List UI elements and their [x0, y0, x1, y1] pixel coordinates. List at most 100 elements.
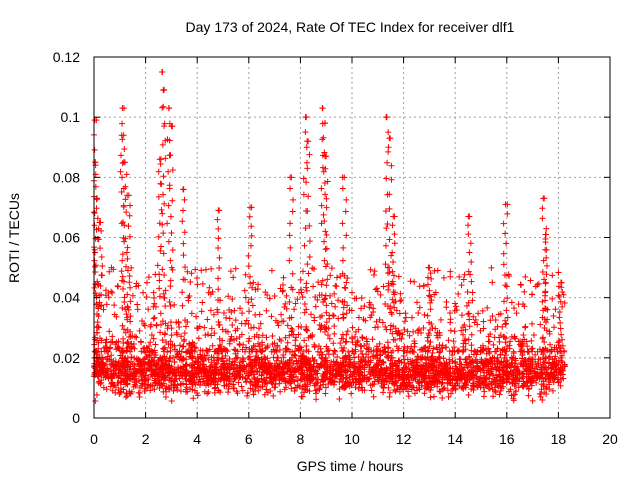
data-point	[231, 361, 238, 368]
data-point	[246, 372, 253, 379]
data-point	[223, 373, 230, 380]
data-point	[211, 385, 218, 392]
data-point	[262, 377, 269, 384]
data-point	[539, 396, 546, 403]
data-point	[259, 364, 266, 371]
data-point	[313, 396, 320, 403]
data-point	[386, 393, 393, 400]
data-point	[109, 387, 116, 394]
data-point	[352, 384, 359, 391]
data-point	[449, 386, 456, 393]
data-point	[470, 367, 477, 374]
data-point	[314, 370, 321, 377]
data-point	[503, 368, 510, 375]
data-point	[436, 362, 443, 369]
data-point	[519, 352, 526, 359]
data-point	[292, 368, 299, 375]
data-point	[214, 381, 221, 388]
data-point	[275, 354, 282, 361]
data-point	[316, 364, 323, 371]
data-point	[450, 369, 457, 376]
data-point	[499, 371, 506, 378]
data-point	[336, 385, 343, 392]
y-tick-label: 0.02	[53, 350, 80, 366]
data-point	[405, 388, 412, 395]
data-point	[299, 369, 306, 376]
data-point	[503, 379, 510, 386]
data-point	[543, 367, 550, 374]
data-point	[162, 287, 169, 294]
data-point	[365, 354, 372, 361]
data-point	[560, 367, 567, 374]
data-point	[453, 377, 460, 384]
data-point	[242, 375, 249, 382]
data-point	[499, 365, 506, 372]
data-point	[268, 379, 275, 386]
data-point	[140, 371, 147, 378]
data-point	[513, 376, 520, 383]
data-point	[439, 379, 446, 386]
data-point	[232, 375, 239, 382]
data-point	[169, 370, 176, 377]
data-point	[331, 290, 338, 297]
data-point	[288, 385, 295, 392]
data-point	[400, 347, 407, 354]
data-point	[498, 361, 505, 368]
data-point	[388, 370, 395, 377]
data-point	[296, 363, 303, 370]
data-point	[355, 385, 362, 392]
data-point	[462, 356, 469, 363]
data-point	[500, 376, 507, 383]
data-point	[187, 385, 194, 392]
data-point	[170, 387, 177, 394]
data-point	[551, 359, 558, 366]
data-point	[358, 378, 365, 385]
data-point	[511, 391, 518, 398]
data-point	[443, 374, 450, 381]
data-point	[446, 360, 453, 367]
data-point	[351, 371, 358, 378]
data-point	[523, 361, 530, 368]
data-point	[368, 387, 375, 394]
data-point	[145, 376, 152, 383]
data-point	[108, 352, 115, 359]
data-point	[309, 354, 316, 361]
data-point	[504, 369, 511, 376]
data-point	[515, 384, 522, 391]
data-point	[346, 354, 353, 361]
data-point	[302, 355, 309, 362]
data-point	[355, 353, 362, 360]
data-point	[532, 351, 539, 358]
data-point	[473, 368, 480, 375]
data-point	[425, 373, 432, 380]
data-point	[344, 368, 351, 375]
data-point	[131, 354, 138, 361]
data-point	[198, 366, 205, 373]
data-point	[207, 363, 214, 370]
data-point	[477, 367, 484, 374]
data-point	[112, 363, 119, 370]
data-point	[357, 368, 364, 375]
data-point	[405, 360, 412, 367]
data-point	[244, 392, 251, 399]
data-point	[358, 356, 365, 363]
data-point	[103, 386, 110, 393]
data-point	[509, 380, 516, 387]
data-point	[154, 361, 161, 368]
data-point	[104, 365, 111, 372]
data-point	[92, 397, 99, 404]
data-point	[139, 376, 146, 383]
data-point	[420, 371, 427, 378]
data-point	[410, 367, 417, 374]
data-point	[418, 363, 425, 370]
data-point	[371, 378, 378, 385]
data-point	[155, 379, 162, 386]
data-point	[526, 358, 533, 365]
data-point	[399, 367, 406, 374]
data-point	[492, 389, 499, 396]
data-point	[302, 361, 309, 368]
data-point	[163, 360, 170, 367]
y-tick-label: 0.06	[53, 230, 80, 246]
data-point	[533, 363, 540, 370]
data-point	[208, 354, 215, 361]
